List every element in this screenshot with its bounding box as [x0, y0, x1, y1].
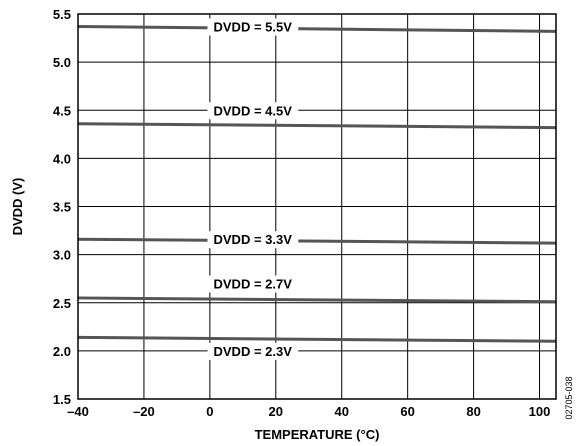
series-lines — [77, 25, 557, 343]
series-label-background — [207, 275, 299, 293]
x-tick-label: 20 — [269, 404, 283, 419]
series-line — [77, 296, 557, 304]
series-label: DVDD = 5.5V — [214, 20, 293, 35]
plot-frame — [77, 13, 557, 400]
y-tick-label: 5.5 — [53, 7, 71, 22]
y-tick-label: 3.5 — [53, 200, 71, 215]
y-tick-label: 1.5 — [53, 392, 71, 407]
series-label: DVDD = 2.3V — [214, 344, 293, 359]
x-axis-label: TEMPERATURE (°C) — [255, 427, 380, 442]
series-line — [77, 335, 557, 343]
y-tick-label: 5.0 — [53, 55, 71, 70]
y-tick-label: 3.0 — [53, 248, 71, 263]
figure-id: 02705-038 — [564, 376, 574, 419]
series-labels: DVDD = 5.5V DVDD = 4.5V DVDD = 3.3V DVDD = … — [207, 18, 299, 360]
x-tick-label: 0 — [206, 404, 213, 419]
x-tick-label: 80 — [466, 404, 480, 419]
series-label-background — [207, 18, 299, 36]
series-line — [77, 25, 557, 33]
x-tick-label: 40 — [334, 404, 348, 419]
series-label: DVDD = 3.3V — [214, 232, 293, 247]
y-tick-label: 2.5 — [53, 296, 71, 311]
x-tick-label: –20 — [133, 404, 155, 419]
y-tick-label: 4.0 — [53, 151, 71, 166]
series-line — [77, 237, 557, 245]
x-tick-label: 100 — [529, 404, 551, 419]
series-label-background — [207, 231, 299, 249]
series-label: DVDD = 4.5V — [214, 103, 293, 118]
series-label-background — [207, 102, 299, 120]
y-tick-label: 4.5 — [53, 103, 71, 118]
series-label: DVDD = 2.7V — [214, 277, 293, 292]
series-line — [77, 122, 557, 130]
series-label-background — [207, 342, 299, 360]
y-tick-label: 2.0 — [53, 344, 71, 359]
y-axis-label: DVDD (V) — [10, 178, 25, 236]
x-tick-label: –40 — [67, 404, 89, 419]
y-tick-labels: 1.5 2.0 2.5 3.0 3.5 4.0 4.5 5.0 5.5 — [53, 7, 71, 407]
x-tick-label: 60 — [400, 404, 414, 419]
x-tick-labels: –40 –20 0 20 40 60 80 100 — [67, 404, 550, 419]
